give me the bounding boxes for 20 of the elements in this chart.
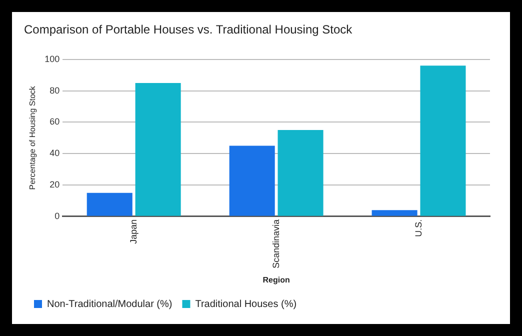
bar [86, 192, 132, 216]
y-tick-label: 0 [54, 210, 60, 221]
chart-title: Comparison of Portable Houses vs. Traditional Housing Stock [24, 22, 354, 37]
bar [135, 82, 181, 216]
legend-label: Traditional Houses (%) [195, 298, 297, 310]
y-tick-label: 40 [50, 148, 60, 158]
y-tick-label: 20 [50, 179, 60, 190]
bar [372, 210, 418, 216]
y-tick-label: 100 [44, 54, 60, 64]
x-axis-title: Region [262, 275, 290, 284]
bar [420, 66, 466, 216]
y-tick-label: 80 [50, 85, 60, 96]
bar [229, 146, 275, 216]
y-tick-label: 60 [50, 116, 60, 127]
x-tick-label: Japan [128, 219, 138, 244]
x-tick-label: Scandinavia [270, 219, 281, 268]
y-axis-title: Percentage of Housing Stock [28, 85, 38, 190]
bar [278, 130, 324, 216]
legend-label: Non-Traditional/Modular (%) [47, 298, 172, 310]
x-tick-label: U.S. [413, 219, 424, 237]
